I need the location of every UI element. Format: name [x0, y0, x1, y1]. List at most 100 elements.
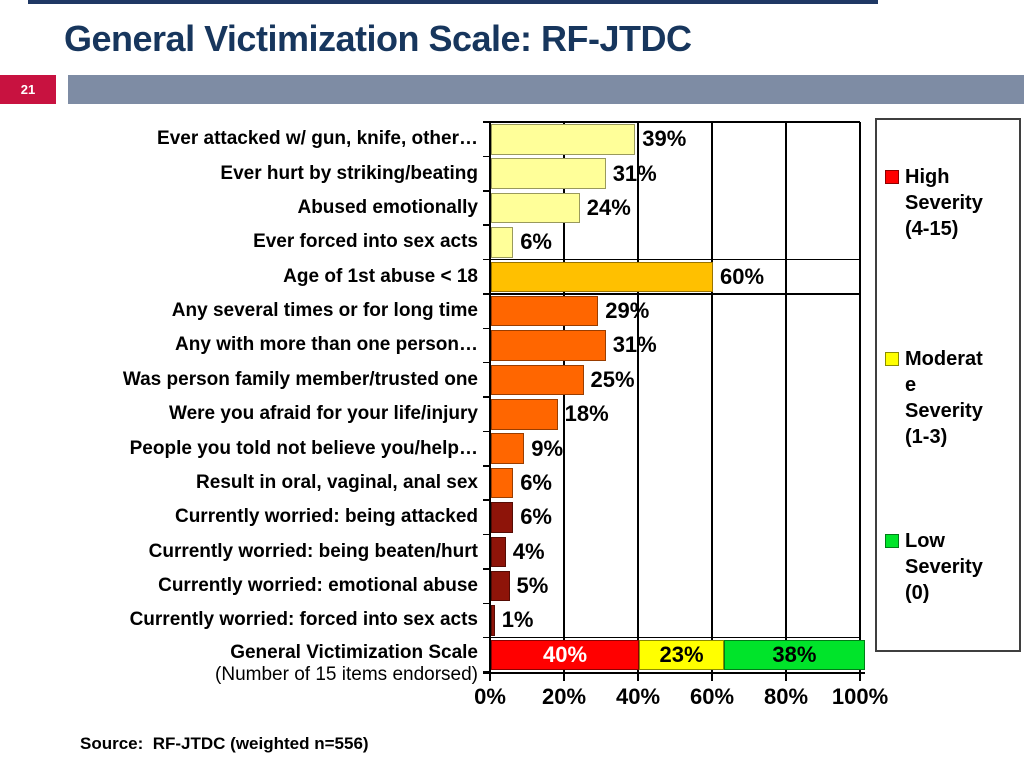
x-tick-label: 0%	[474, 684, 506, 709]
value-label: 60%	[720, 263, 765, 289]
value-label: 39%	[642, 126, 687, 152]
category-label: Currently worried: emotional abuse	[158, 575, 478, 597]
stacked-segment: 23%	[639, 639, 725, 671]
category-label: Was person family member/trusted one	[122, 368, 478, 390]
plot-top-border	[490, 121, 860, 123]
category-label: Result in oral, vaginal, anal sex	[196, 471, 478, 493]
row-separator	[484, 636, 860, 639]
bar	[491, 261, 713, 292]
y-axis-tick	[483, 155, 490, 158]
stacked-segment: 38%	[724, 639, 865, 671]
x-tick-label: 40%	[615, 684, 661, 709]
bar	[491, 399, 558, 430]
bar	[491, 330, 606, 361]
bar	[491, 502, 514, 533]
gridline	[785, 122, 787, 672]
value-label: 9%	[531, 435, 564, 461]
legend-label: Low Severity (0)	[905, 530, 983, 604]
bar	[491, 570, 510, 602]
x-tick-label: 60%	[689, 684, 735, 709]
y-axis-tick	[483, 327, 490, 329]
y-axis-tick	[483, 121, 490, 123]
y-axis-tick	[483, 224, 490, 226]
value-label: 6%	[520, 469, 552, 495]
gridline	[711, 122, 713, 672]
value-label: 5%	[516, 573, 549, 599]
legend-swatch	[885, 170, 899, 184]
x-axis-line	[483, 671, 865, 674]
category-label: Ever forced into sex acts	[253, 231, 478, 253]
y-axis-tick	[483, 671, 490, 673]
category-label: Currently worried: being beaten/hurt	[148, 540, 478, 562]
gridline	[563, 122, 565, 672]
category-label: Any several times or for long time	[171, 300, 478, 322]
row-separator	[484, 258, 860, 261]
slide-number-badge: 21	[0, 75, 56, 104]
value-label: 6%	[520, 504, 552, 530]
bar	[491, 605, 495, 636]
value-label: 25%	[590, 366, 635, 392]
top-rule	[28, 0, 878, 4]
gridline	[859, 122, 861, 672]
stacked-row-label-note: (Number of 15 items endorsed)	[215, 663, 478, 685]
legend-label: High Severity (4-15)	[905, 166, 983, 240]
category-label: Ever attacked w/ gun, knife, other…	[157, 128, 478, 150]
x-axis-tick	[785, 672, 787, 681]
value-label: 31%	[612, 332, 657, 358]
header-bar	[68, 75, 1024, 104]
bar	[491, 536, 506, 567]
value-label: 1%	[501, 607, 534, 633]
source-text: Source: RF-JTDC (weighted n=556)	[80, 734, 369, 753]
category-label: Currently worried: forced into sex acts	[129, 609, 478, 631]
category-label: Were you afraid for your life/injury	[169, 403, 478, 425]
y-axis-tick	[483, 533, 490, 536]
bar	[491, 467, 514, 499]
legend-label: Moderat e Severity (1-3)	[905, 348, 983, 448]
value-label: 6%	[520, 229, 552, 255]
bar	[491, 227, 514, 258]
x-axis-tick	[711, 672, 713, 681]
y-axis-tick	[483, 568, 490, 570]
category-label: Age of 1st abuse < 18	[283, 265, 478, 287]
value-label: 24%	[586, 194, 631, 220]
stacked-row-label-main: General Victimization Scale	[230, 641, 478, 663]
x-tick-label: 20%	[541, 684, 587, 709]
y-axis-tick	[483, 190, 490, 192]
legend-box: High Severity (4-15) Moderat e Severity (…	[875, 118, 1021, 652]
bar	[491, 433, 525, 464]
x-axis-tick	[637, 672, 639, 681]
y-axis-tick	[483, 361, 490, 364]
x-axis-tick	[859, 672, 861, 681]
y-axis-tick	[483, 602, 490, 604]
stacked-segment: 40%	[491, 639, 639, 671]
category-label: Currently worried: being attacked	[174, 506, 478, 528]
bar	[491, 295, 599, 327]
y-axis-tick	[483, 396, 490, 398]
y-axis-tick	[483, 465, 490, 467]
value-label: 18%	[564, 401, 609, 427]
x-axis-tick	[489, 672, 491, 681]
value-label: 4%	[512, 538, 545, 564]
x-tick-label: 80%	[763, 684, 809, 709]
stacked-row-label: General Victimization Scale (Number of 15…	[0, 642, 478, 686]
gridline	[637, 122, 639, 672]
category-label: Abused emotionally	[297, 196, 478, 218]
category-label: Ever hurt by striking/beating	[220, 162, 478, 184]
page-title: General Victimization Scale: RF-JTDC	[64, 18, 692, 59]
category-label: Any with more than one person…	[175, 334, 478, 356]
row-separator	[484, 293, 860, 295]
bar	[491, 192, 580, 224]
x-axis-tick	[563, 672, 565, 681]
y-axis-tick	[483, 430, 490, 433]
bar	[491, 158, 606, 189]
y-axis-tick	[483, 499, 490, 501]
bar	[491, 364, 584, 396]
value-label: 29%	[605, 298, 650, 324]
value-label: 31%	[612, 160, 657, 186]
x-tick-label: 100%	[831, 684, 889, 709]
category-label: People you told not believe you/help…	[129, 437, 478, 459]
legend-swatch	[885, 352, 899, 366]
bar	[491, 124, 636, 155]
